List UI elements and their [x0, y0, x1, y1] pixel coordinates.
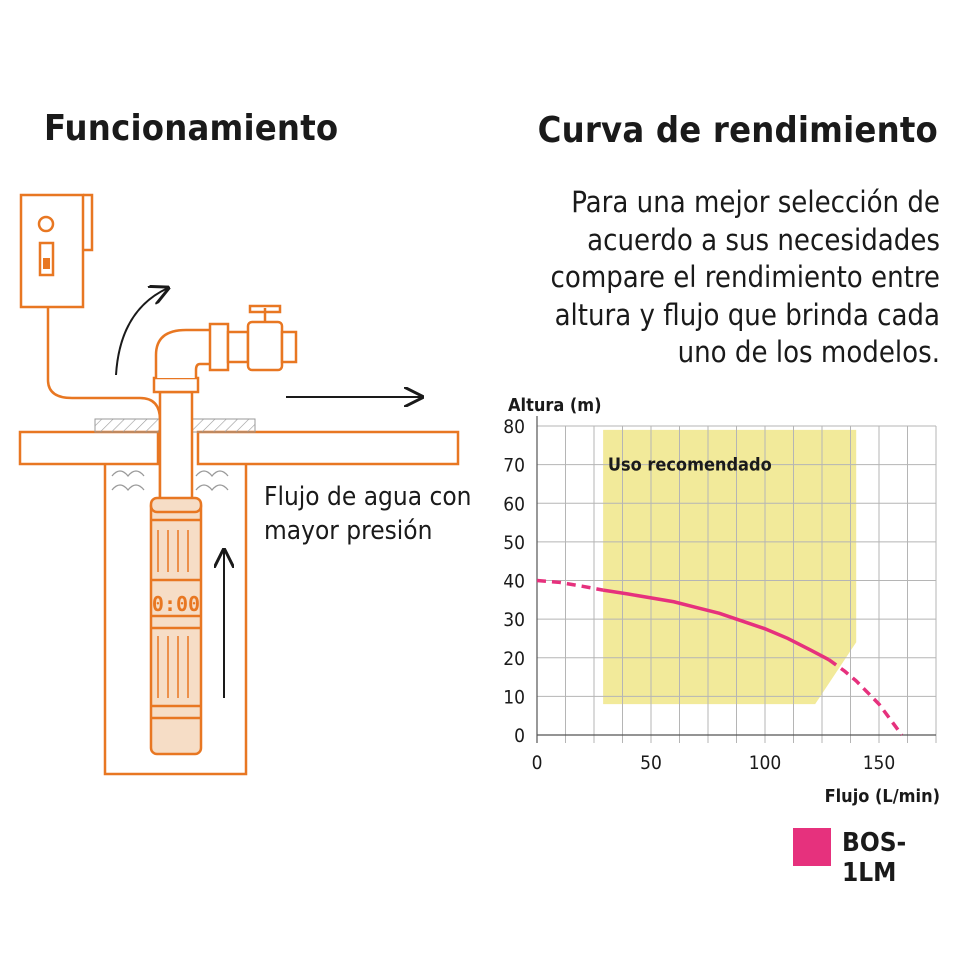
flow-label: Flujo de agua con mayor presión: [264, 482, 472, 546]
recommended-zone-label: Uso recomendado: [608, 454, 772, 475]
y-tick-label: 30: [503, 609, 525, 631]
x-tick-label: 100: [749, 752, 782, 774]
control-box-switch: [38, 241, 55, 277]
water-waves-left: [111, 470, 145, 492]
recommended-zone: [603, 429, 857, 705]
pump-illustration: 0:00: [18, 193, 460, 776]
right-title: Curva de rendimiento: [537, 110, 938, 151]
y-tick-label: 70: [503, 455, 525, 477]
chart-description: Para una mejor selección de acuerdo a su…: [550, 185, 940, 369]
y-tick-label: 10: [503, 686, 525, 708]
x-tick-label: 0: [532, 752, 543, 774]
y-axis-label: Altura (m): [508, 395, 602, 416]
series-line: [602, 588, 830, 662]
y-tick-label: 50: [503, 532, 525, 554]
well: [103, 464, 248, 776]
cable-curve-arrow: [115, 288, 168, 376]
valve-body: [246, 320, 284, 372]
legend-label: BOS-1LM: [842, 828, 907, 888]
series-line-dashed-start: [536, 578, 604, 592]
x-tick-label: 150: [863, 752, 896, 774]
riser-pipe: [158, 390, 194, 512]
control-box-side: [83, 193, 94, 252]
y-tick-label: 40: [503, 571, 525, 593]
y-tick-label: 0: [514, 725, 525, 747]
y-tick-label: 20: [503, 648, 525, 670]
left-title: Funcionamiento: [44, 108, 339, 149]
performance-chart: 0 10 20 30 40 50 60 70 80 0 50 100 150 Altura (m) Fluj…: [503, 395, 940, 807]
x-axis-label: Flujo (L/min): [825, 786, 940, 807]
pipe-coupling: [208, 322, 230, 372]
elbow: [154, 328, 220, 378]
pump-display: 0:00: [152, 592, 200, 616]
x-tick-label: 50: [640, 752, 662, 774]
y-tick-label: 80: [503, 416, 525, 438]
ground-right: [196, 430, 460, 466]
ground-left: [18, 430, 160, 466]
y-tick-label: 60: [503, 493, 525, 515]
valve-handle: [248, 304, 282, 322]
control-box-light: [37, 215, 55, 233]
series-line-dashed-end: [827, 658, 904, 737]
water-waves-right: [195, 470, 229, 492]
legend-swatch: [793, 828, 831, 866]
